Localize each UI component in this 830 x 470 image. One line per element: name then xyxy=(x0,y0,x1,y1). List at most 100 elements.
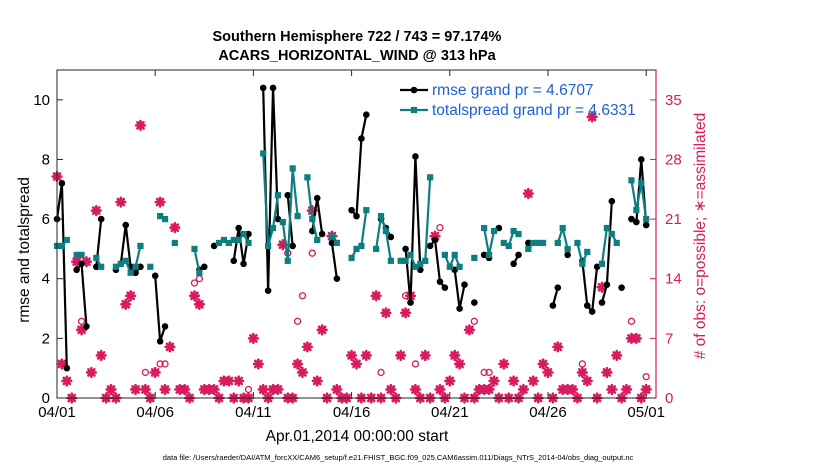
totalspread-point xyxy=(289,165,296,172)
rmse-point xyxy=(122,221,130,229)
legend: rmse grand pr = 4.6707 totalspread grand … xyxy=(400,82,636,119)
obs-assimilated-point xyxy=(640,383,652,396)
rmse-point xyxy=(333,275,341,283)
obs-assimilated-point xyxy=(483,383,495,396)
obs-possible-point xyxy=(411,360,420,368)
obs-assimilated-point xyxy=(247,332,259,344)
obs-assimilated-point xyxy=(601,366,613,379)
legend-rmse-marker xyxy=(410,86,418,94)
x-tick-label: 04/06 xyxy=(136,404,174,421)
totalspread-point xyxy=(643,215,650,223)
totalspread-point xyxy=(559,224,566,232)
totalspread-point xyxy=(260,150,267,157)
totalspread-point xyxy=(397,257,404,264)
obs-assimilated-point xyxy=(434,383,446,396)
obs-assimilated-point xyxy=(120,298,132,310)
y-tick-label-right: 14 xyxy=(665,271,682,288)
totalspread-point xyxy=(161,215,169,223)
rmse-line-segment xyxy=(232,226,250,265)
obs-assimilated-point xyxy=(115,196,127,208)
obs-assimilated-point xyxy=(395,349,407,362)
obs-assimilated-point xyxy=(129,383,142,396)
rmse-point xyxy=(461,281,468,288)
totalspread-point xyxy=(633,207,640,214)
x-axis-label: Apr.01,2014 00:00:00 start xyxy=(266,428,449,445)
totalspread-point xyxy=(412,263,419,270)
rmse-point xyxy=(313,194,321,202)
obs-assimilated-point xyxy=(179,383,191,396)
rmse-point xyxy=(200,263,208,271)
obs-assimilated-point xyxy=(316,324,328,336)
plot-background xyxy=(57,70,656,398)
rmse-point xyxy=(633,218,640,226)
obs-assimilated-point xyxy=(527,375,539,387)
totalspread-point xyxy=(147,263,154,270)
obs-assimilated-point xyxy=(311,375,323,387)
totalspread-point xyxy=(78,251,85,258)
totalspread-point xyxy=(304,174,311,181)
totalspread-point xyxy=(422,257,429,264)
rmse-point xyxy=(642,221,650,229)
totalspread-point xyxy=(269,224,277,232)
rmse-point xyxy=(637,156,645,163)
obs-assimilated-point xyxy=(125,290,137,302)
y-tick-label: 2 xyxy=(42,330,50,347)
obs-assimilated-point xyxy=(95,349,107,362)
obs-assimilated-point xyxy=(233,375,245,387)
rmse-line-segment xyxy=(350,114,368,218)
totalspread-point xyxy=(530,239,537,247)
obs-assimilated-point xyxy=(385,383,397,396)
totalspread-point xyxy=(407,251,414,258)
obs-assimilated-point xyxy=(522,187,534,200)
obs-assimilated-point xyxy=(193,298,205,310)
rmse-point xyxy=(210,242,218,250)
obs-assimilated-point xyxy=(449,349,461,362)
obs-assimilated-point xyxy=(208,383,220,396)
obs-possible-point xyxy=(141,368,150,377)
x-tick-label: 05/01 xyxy=(627,404,665,421)
legend-rmse-label: rmse grand pr = 4.6707 xyxy=(432,82,594,99)
totalspread-point xyxy=(240,230,247,238)
rmse-point xyxy=(318,230,326,238)
rmse-point xyxy=(92,263,100,271)
totalspread-point xyxy=(220,236,228,244)
totalspread-point xyxy=(112,263,120,270)
totalspread-point xyxy=(73,251,80,258)
totalspread-point xyxy=(481,224,488,232)
totalspread-point xyxy=(132,263,139,270)
totalspread-point xyxy=(539,239,547,247)
obs-assimilated-point xyxy=(606,383,618,396)
obs-assimilated-point xyxy=(291,358,304,370)
obs-assimilated-point xyxy=(56,358,68,370)
totalspread-point xyxy=(284,257,291,264)
obs-possible-point xyxy=(161,360,169,368)
totalspread-point xyxy=(309,215,316,223)
obs-assimilated-point xyxy=(272,383,284,396)
obs-assimilated-point xyxy=(508,375,520,387)
rmse-point xyxy=(245,230,252,238)
rmse-line-segment xyxy=(404,155,422,304)
obs-assimilated-point xyxy=(517,383,530,396)
obs-possible-point xyxy=(642,373,650,381)
totalspread-point xyxy=(535,239,542,247)
totalspread-point xyxy=(196,269,203,276)
rmse-point xyxy=(151,272,159,280)
totalspread-point xyxy=(387,257,394,264)
obs-assimilated-point xyxy=(586,111,598,123)
y-tick-label: 10 xyxy=(33,92,50,109)
y-tick-label: 0 xyxy=(42,390,50,407)
totalspread-point xyxy=(417,260,424,267)
totalspread-point xyxy=(446,263,453,270)
rmse-point xyxy=(515,251,522,259)
chart-title-line2: ACARS_HORIZONTAL_WIND @ 313 hPa xyxy=(218,48,496,64)
obs-possible-point xyxy=(293,317,302,325)
obs-assimilated-point xyxy=(296,366,309,379)
totalspread-point xyxy=(230,236,237,244)
totalspread-point xyxy=(358,242,365,250)
obs-assimilated-point xyxy=(331,383,343,396)
rmse-point xyxy=(240,260,247,268)
totalspread-line-segment xyxy=(193,248,201,273)
rmse-point xyxy=(269,84,277,92)
obs-assimilated-point xyxy=(164,341,176,353)
rmse-point xyxy=(402,245,409,253)
